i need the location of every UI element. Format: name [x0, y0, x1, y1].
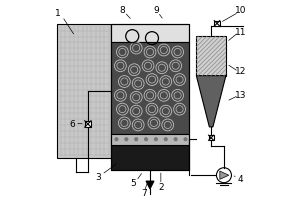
Circle shape [135, 138, 138, 141]
Bar [214, 21, 220, 26]
Bar [111, 145, 189, 170]
Text: 5: 5 [130, 179, 136, 188]
Polygon shape [146, 181, 154, 189]
Polygon shape [196, 76, 226, 127]
Text: 10: 10 [235, 6, 247, 15]
Text: 7: 7 [141, 189, 147, 198]
Bar [111, 42, 189, 134]
Polygon shape [220, 171, 229, 179]
Bar [57, 24, 111, 158]
Text: 3: 3 [95, 173, 100, 182]
Circle shape [145, 138, 147, 141]
Text: 8: 8 [119, 6, 125, 15]
Bar [208, 135, 214, 140]
Circle shape [174, 138, 177, 141]
Text: 2: 2 [158, 183, 164, 192]
Bar [111, 24, 189, 170]
Circle shape [154, 138, 157, 141]
Circle shape [125, 138, 128, 141]
Text: 4: 4 [238, 175, 244, 184]
Circle shape [164, 138, 167, 141]
Circle shape [184, 138, 187, 141]
Bar [196, 36, 226, 76]
Text: 6: 6 [69, 120, 75, 129]
Text: 9: 9 [153, 6, 159, 15]
Text: 11: 11 [235, 28, 247, 37]
Bar [85, 121, 91, 127]
Text: 12: 12 [235, 67, 246, 76]
Bar [111, 134, 189, 145]
Bar [111, 24, 189, 42]
Text: 1: 1 [56, 9, 61, 18]
Text: 13: 13 [235, 91, 247, 100]
Circle shape [115, 138, 118, 141]
